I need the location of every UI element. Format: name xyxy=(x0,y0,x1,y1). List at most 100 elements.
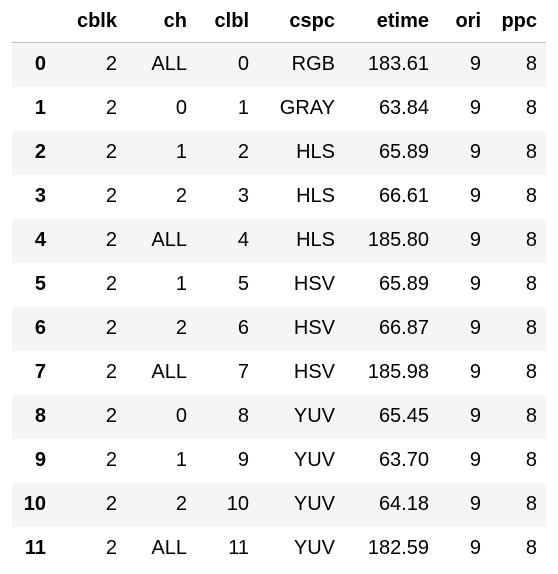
cell-ppc: 8 xyxy=(525,361,537,383)
cell-cblk: 2 xyxy=(105,97,117,119)
cell-cblk: 2 xyxy=(105,53,117,76)
cell-cblk: 2 xyxy=(105,361,117,383)
cell-clbl: 11 xyxy=(228,537,249,559)
cell-ori: 9 xyxy=(469,405,481,427)
cell-ppc: 8 xyxy=(525,273,537,295)
cell-clbl: 4 xyxy=(237,229,249,251)
cell-ori: 9 xyxy=(469,317,481,339)
table-row: 2 2 1 2 HLS 65.89 9 8 xyxy=(12,130,546,175)
header-row: cblk ch clbl cspc etime ori ppc xyxy=(12,0,546,43)
cell-ori: 9 xyxy=(469,229,481,251)
cell-ch: ALL xyxy=(151,537,187,559)
cell-cspc: HSV xyxy=(293,273,335,295)
row-index: 0 xyxy=(34,53,46,76)
cell-ppc: 8 xyxy=(525,405,537,427)
cell-etime: 183.61 xyxy=(367,53,429,76)
table-row: 10 2 2 10 YUV 64.18 9 8 xyxy=(12,482,546,527)
table-row: 3 2 2 3 HLS 66.61 9 8 xyxy=(12,174,546,219)
cell-ch: 1 xyxy=(175,273,187,295)
cell-cblk: 2 xyxy=(105,449,117,471)
cell-etime: 185.98 xyxy=(367,361,429,383)
table-row: 0 2 ALL 0 RGB 183.61 9 8 xyxy=(12,42,546,87)
table-row: 1 2 0 1 GRAY 63.84 9 8 xyxy=(12,86,546,131)
cell-cblk: 2 xyxy=(105,493,117,515)
cell-ch: 0 xyxy=(175,405,187,427)
cell-cspc: YUV xyxy=(293,493,335,515)
cell-clbl: 7 xyxy=(237,361,249,383)
cell-cspc: YUV xyxy=(293,449,335,471)
dataframe-output: cblk ch clbl cspc etime ori ppc 0 2 ALL 0 RG… xyxy=(12,0,546,571)
cell-etime: 65.45 xyxy=(378,405,429,427)
cell-cblk: 2 xyxy=(105,273,117,295)
cell-etime: 63.84 xyxy=(378,97,429,119)
cell-ori: 9 xyxy=(469,273,481,295)
row-index: 2 xyxy=(34,141,46,163)
cell-etime: 66.61 xyxy=(378,185,429,207)
cell-ch: 1 xyxy=(175,449,187,471)
cell-ori: 9 xyxy=(469,185,481,207)
cell-ppc: 8 xyxy=(525,537,537,559)
cell-ppc: 8 xyxy=(525,493,537,515)
index-header xyxy=(12,0,60,43)
cell-etime: 65.89 xyxy=(378,141,429,163)
dataframe-table: cblk ch clbl cspc etime ori ppc 0 2 ALL 0 RG… xyxy=(12,0,546,571)
column-header-cblk: cblk xyxy=(60,0,126,43)
cell-cspc: GRAY xyxy=(279,97,335,119)
table-row: 6 2 2 6 HSV 66.87 9 8 xyxy=(12,306,546,351)
cell-cspc: HLS xyxy=(296,141,335,163)
cell-ppc: 8 xyxy=(525,141,537,163)
cell-ch: ALL xyxy=(151,361,187,383)
cell-ch: 2 xyxy=(175,493,187,515)
table-row: 11 2 ALL 11 YUV 182.59 9 8 xyxy=(12,526,546,571)
cell-ch: 1 xyxy=(175,141,187,163)
cell-cspc: YUV xyxy=(293,537,335,559)
cell-ch: ALL xyxy=(151,229,187,251)
cell-ori: 9 xyxy=(469,53,481,76)
table-row: 8 2 0 8 YUV 65.45 9 8 xyxy=(12,394,546,439)
cell-cspc: HLS xyxy=(296,185,335,207)
cell-clbl: 8 xyxy=(237,405,249,427)
cell-cspc: HLS xyxy=(296,229,335,251)
cell-clbl: 5 xyxy=(237,273,249,295)
cell-clbl: 2 xyxy=(237,141,249,163)
row-index: 6 xyxy=(34,317,46,339)
cell-etime: 182.59 xyxy=(367,537,429,559)
cell-cblk: 2 xyxy=(105,141,117,163)
cell-ppc: 8 xyxy=(525,317,537,339)
row-index: 9 xyxy=(34,449,46,471)
cell-cblk: 2 xyxy=(105,405,117,427)
table-row: 4 2 ALL 4 HLS 185.80 9 8 xyxy=(12,218,546,263)
column-header-etime: etime xyxy=(344,0,438,43)
table-row: 5 2 1 5 HSV 65.89 9 8 xyxy=(12,262,546,307)
table-header: cblk ch clbl cspc etime ori ppc xyxy=(12,0,546,43)
row-index: 3 xyxy=(34,185,46,207)
row-index: 8 xyxy=(34,405,46,427)
table-body: 0 2 ALL 0 RGB 183.61 9 8 1 2 0 1 GRAY 63.84 9 8 2 2 1 2 HLS 6… xyxy=(12,42,546,571)
cell-clbl: 6 xyxy=(237,317,249,339)
cell-cspc: HSV xyxy=(293,361,335,383)
cell-ori: 9 xyxy=(469,537,481,559)
row-index: 1 xyxy=(34,97,46,119)
row-index: 5 xyxy=(34,273,46,295)
cell-etime: 185.80 xyxy=(367,229,429,251)
cell-clbl: 10 xyxy=(226,493,249,515)
column-header-ch: ch xyxy=(126,0,196,43)
cell-cblk: 2 xyxy=(105,185,117,207)
cell-ppc: 8 xyxy=(525,229,537,251)
cell-etime: 65.89 xyxy=(378,273,429,295)
cell-ppc: 8 xyxy=(525,449,537,471)
cell-cspc: RGB xyxy=(291,53,335,76)
table-row: 9 2 1 9 YUV 63.70 9 8 xyxy=(12,438,546,483)
cell-cblk: 2 xyxy=(105,317,117,339)
cell-ori: 9 xyxy=(469,361,481,383)
row-index: 4 xyxy=(34,229,46,251)
cell-ppc: 8 xyxy=(525,185,537,207)
column-header-ori: ori xyxy=(438,0,490,43)
cell-etime: 63.70 xyxy=(378,449,429,471)
row-index: 10 xyxy=(23,493,46,515)
column-header-cspc: cspc xyxy=(258,0,344,43)
cell-cspc: HSV xyxy=(293,317,335,339)
cell-ch: 2 xyxy=(175,185,187,207)
row-index: 7 xyxy=(34,361,46,383)
cell-clbl: 1 xyxy=(237,97,249,119)
